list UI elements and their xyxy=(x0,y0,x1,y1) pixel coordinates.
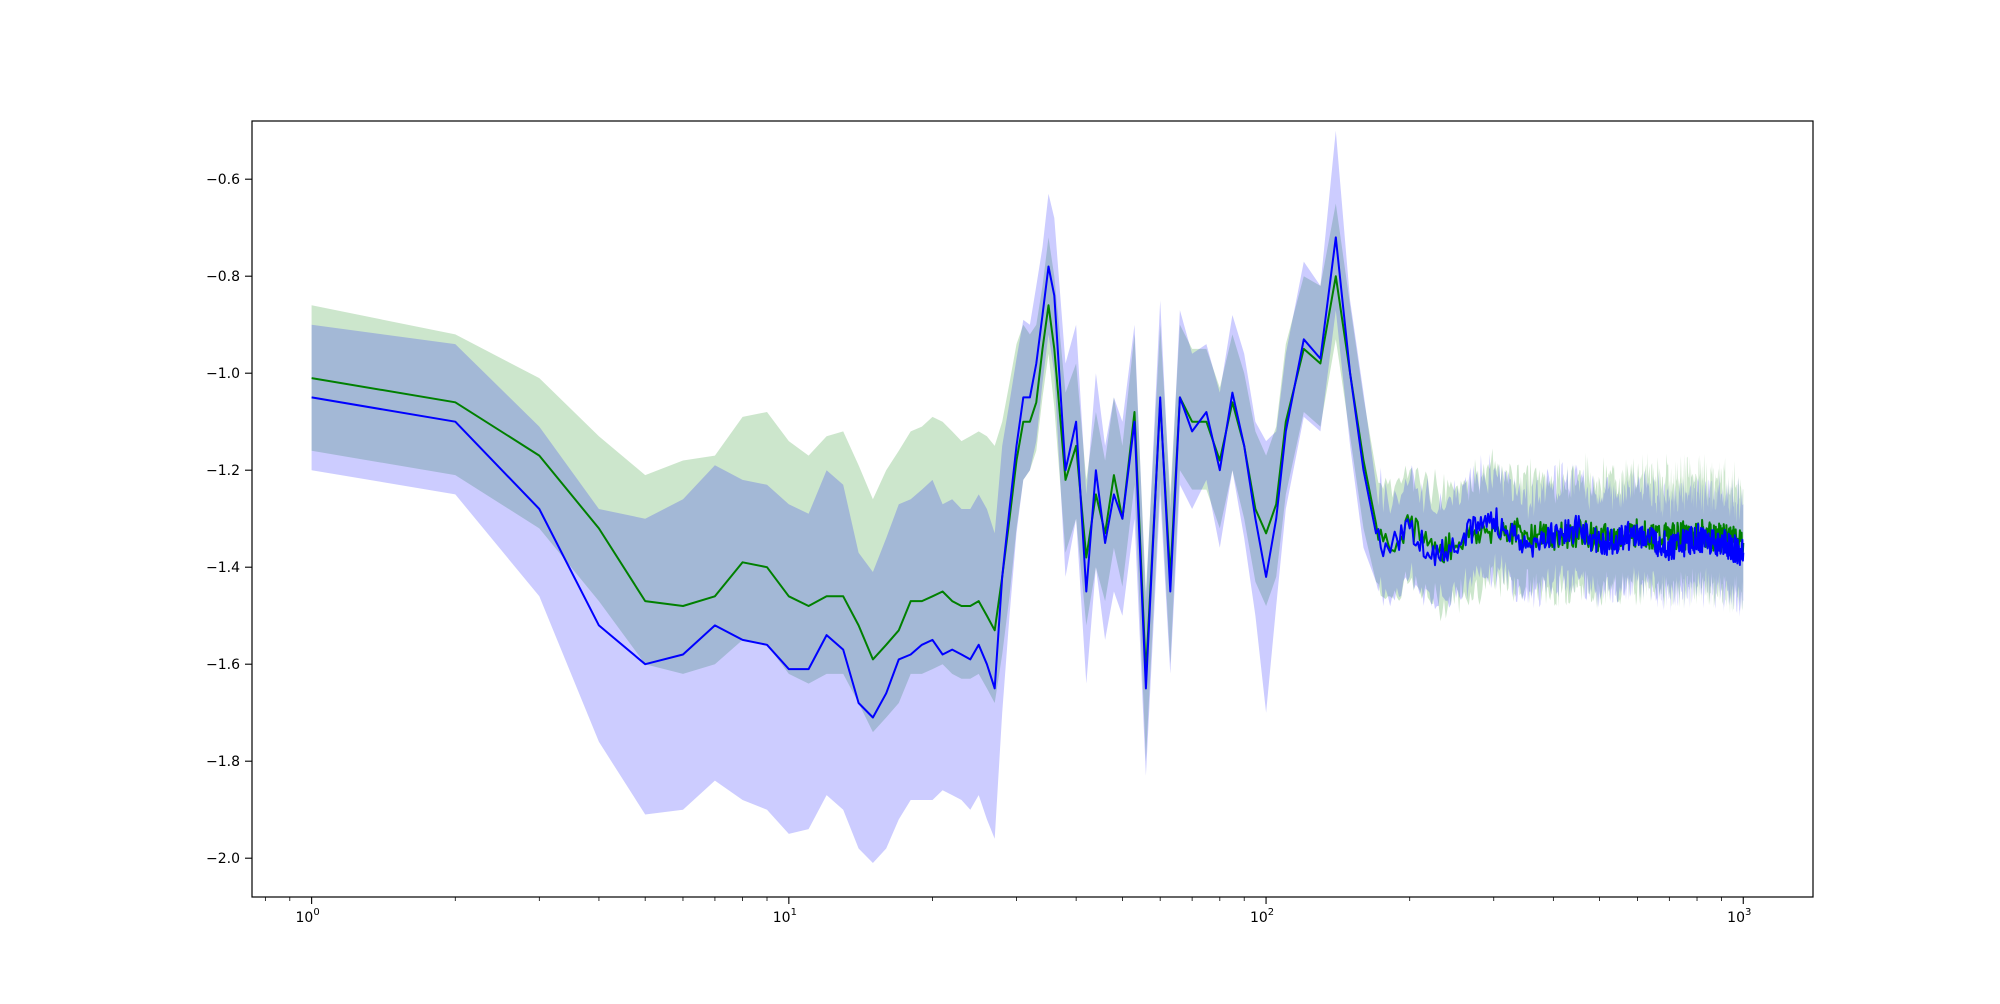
y-tick-label: −2.0 xyxy=(206,851,240,867)
y-tick-label: −0.6 xyxy=(206,172,240,188)
x-tick-label: 102 xyxy=(1250,907,1274,926)
x-tick-base: 10 xyxy=(296,910,314,926)
x-tick-exponent: 0 xyxy=(313,907,319,918)
x-tick-base: 10 xyxy=(773,910,791,926)
series-2-line xyxy=(311,236,1745,719)
x-tick-exponent: 3 xyxy=(1745,907,1751,918)
x-tick-label: 100 xyxy=(296,907,320,926)
series-2-band xyxy=(311,130,1744,863)
x-tick-exponent: 1 xyxy=(791,907,797,918)
y-tick-label: −0.8 xyxy=(206,269,240,285)
x-axis: 100 101 102 103 xyxy=(264,897,1751,926)
y-tick-label: −1.6 xyxy=(206,657,240,673)
x-tick-base: 10 xyxy=(1727,910,1745,926)
x-tick-label: 101 xyxy=(773,907,797,926)
plot-area xyxy=(311,130,1745,863)
y-tick-label: −1.2 xyxy=(206,463,240,479)
y-tick-label: −1.0 xyxy=(206,366,240,382)
x-tick-label: 103 xyxy=(1727,907,1751,926)
series-1-band xyxy=(311,203,1744,762)
y-tick-label: −1.8 xyxy=(206,754,240,770)
x-tick-exponent: 2 xyxy=(1268,907,1274,918)
plot-frame xyxy=(251,120,1814,898)
x-tick-base: 10 xyxy=(1250,910,1268,926)
y-tick-label: −1.4 xyxy=(206,560,240,576)
y-axis: −0.6 −0.8 −1.0 −1.2 −1.4 −1.6 −1.8 −2.0 xyxy=(206,172,252,867)
